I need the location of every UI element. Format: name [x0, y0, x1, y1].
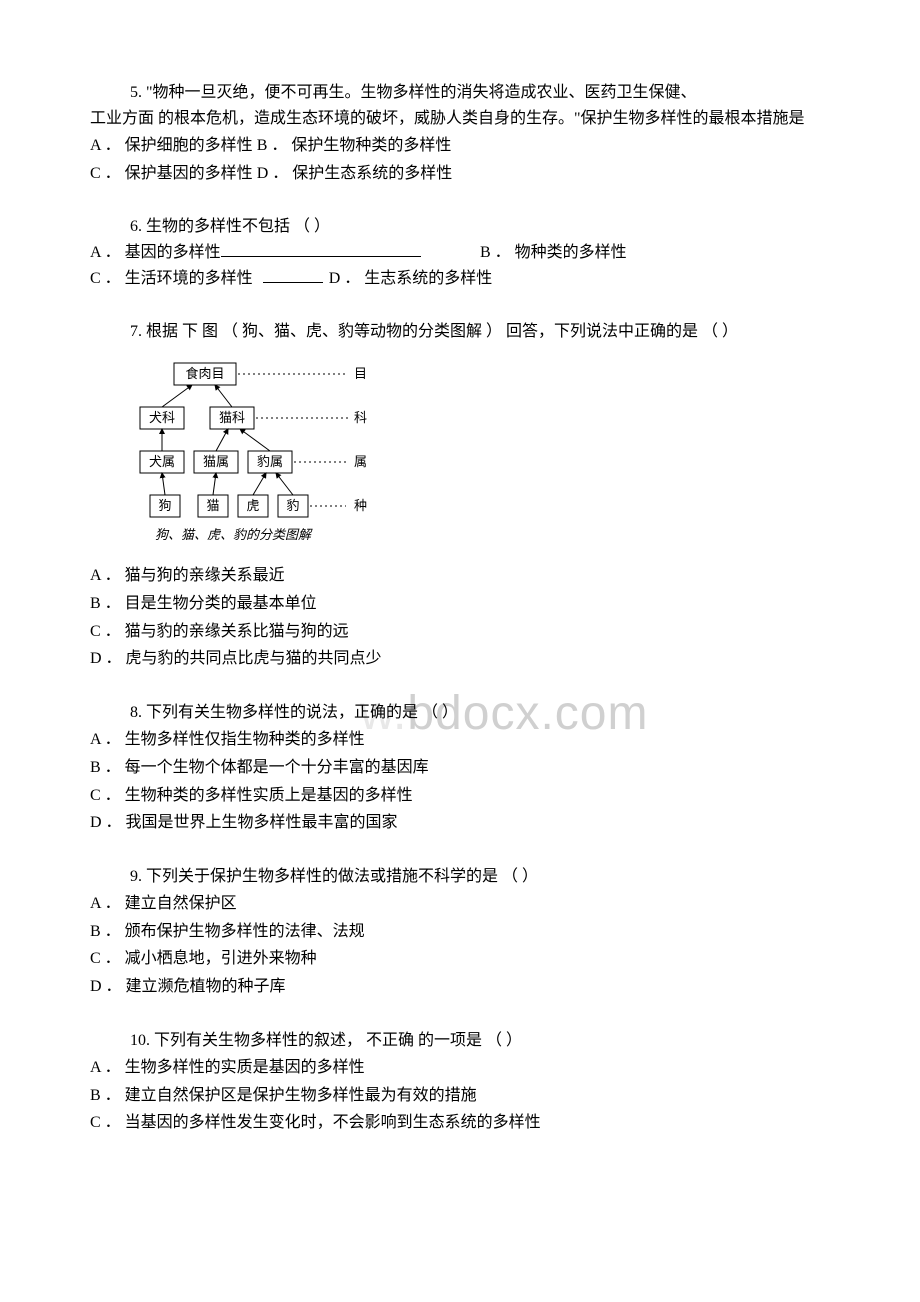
q8-option-c: C ． 生物种类的多样性实质上是基因的多样性	[90, 783, 830, 809]
q7-text: 7. 根据 下 图 （ 狗、猫、虎、豹等动物的分类图解 ） 回答，下列说法中正确…	[90, 319, 830, 345]
question-8: 8. 下列有关生物多样性的说法，正确的是 （ ） A ． 生物多样性仅指生物种类…	[90, 700, 830, 836]
diagram-caption: 狗、猫、虎、豹的分类图解	[155, 527, 313, 542]
q9-option-b: B ． 颁布保护生物多样性的法律、法规	[90, 919, 830, 945]
q5-text-line1: 5. "物种一旦灭绝，便不可再生。生物多样性的消失将造成农业、医药卫生保健、	[90, 80, 830, 106]
q6-underline-a	[221, 256, 421, 257]
diagram-order-label: 食肉目	[185, 366, 224, 381]
svg-text:狗: 狗	[158, 498, 171, 513]
q6-underline-c	[263, 282, 323, 283]
q10-text: 10. 下列有关生物多样性的叙述， 不正确 的一项是 （ ）	[90, 1028, 830, 1054]
q7-option-c: C ． 猫与豹的亲缘关系比猫与狗的远	[90, 619, 830, 645]
svg-text:犬科: 犬科	[149, 410, 175, 425]
q5-options-row2: C ． 保护基因的多样性 D ． 保护生态系统的多样性	[90, 161, 830, 187]
q6-option-d: D ． 生志系统的多样性	[329, 266, 493, 292]
q10-option-a: A ． 生物多样性的实质是基因的多样性	[90, 1055, 830, 1081]
q5-option-b: B ． 保护生物种类的多样性	[257, 137, 452, 154]
q5-options-row1: A ． 保护细胞的多样性 B ． 保护生物种类的多样性	[90, 133, 830, 159]
question-6: 6. 生物的多样性不包括 （ ） A ． 基因的多样性 B ． 物种类的多样性 …	[90, 214, 830, 291]
question-10: 10. 下列有关生物多样性的叙述， 不正确 的一项是 （ ） A ． 生物多样性…	[90, 1028, 830, 1136]
q8-option-d: D ． 我国是世界上生物多样性最丰富的国家	[90, 810, 830, 836]
svg-text:目: 目	[354, 366, 367, 381]
q9-option-a: A ． 建立自然保护区	[90, 891, 830, 917]
q5-option-c: C ． 保护基因的多样性	[90, 165, 253, 182]
q9-text: 9. 下列关于保护生物多样性的做法或措施不科学的是 （ ）	[90, 864, 830, 890]
q7-option-d: D ． 虎与豹的共同点比虎与猫的共同点少	[90, 646, 830, 672]
svg-text:猫: 猫	[206, 498, 219, 513]
question-5: 5. "物种一旦灭绝，便不可再生。生物多样性的消失将造成农业、医药卫生保健、 工…	[90, 80, 830, 186]
q7-option-a: A ． 猫与狗的亲缘关系最近	[90, 563, 830, 589]
q6-option-a: A ． 基因的多样性	[90, 240, 480, 266]
svg-text:种: 种	[354, 498, 367, 513]
q8-text: 8. 下列有关生物多样性的说法，正确的是 （ ）	[90, 700, 830, 726]
svg-text:科: 科	[354, 410, 367, 425]
q5-text-line2: 工业方面 的根本危机，造成生态环境的破坏，威胁人类自身的生存。"保护生物多样性的…	[90, 106, 830, 132]
q10-option-c: C ． 当基因的多样性发生变化时，不会影响到生态系统的多样性	[90, 1110, 830, 1136]
svg-text:豹: 豹	[286, 498, 299, 513]
q10-option-b: B ． 建立自然保护区是保护生物多样性最为有效的措施	[90, 1083, 830, 1109]
q9-option-c: C ． 减小栖息地，引进外来物种	[90, 946, 830, 972]
question-9: 9. 下列关于保护生物多样性的做法或措施不科学的是 （ ） A ． 建立自然保护…	[90, 864, 830, 1000]
q6-option-c: C ． 生活环境的多样性	[90, 266, 329, 292]
question-7: 7. 根据 下 图 （ 狗、猫、虎、豹等动物的分类图解 ） 回答，下列说法中正确…	[90, 319, 830, 672]
q8-option-a: A ． 生物多样性仅指生物种类的多样性	[90, 727, 830, 753]
q8-option-b: B ． 每一个生物个体都是一个十分丰富的基因库	[90, 755, 830, 781]
q7-option-b: B ． 目是生物分类的最基本单位	[90, 591, 830, 617]
q7-diagram: 食肉目 犬科 猫科 犬属 猫属 豹属 狗 猫 虎 豹	[120, 357, 830, 556]
q6-option-b: B ． 物种类的多样性	[480, 240, 830, 266]
q6-text: 6. 生物的多样性不包括 （ ）	[90, 214, 830, 240]
q9-option-d: D ． 建立濒危植物的种子库	[90, 974, 830, 1000]
svg-text:猫属: 猫属	[203, 454, 229, 469]
q5-option-d: D ． 保护生态系统的多样性	[257, 165, 453, 182]
svg-text:犬属: 犬属	[149, 454, 175, 469]
q6-option-a-text: A ． 基因的多样性	[90, 244, 221, 261]
q6-option-c-text: C ． 生活环境的多样性	[90, 270, 253, 287]
svg-text:虎: 虎	[246, 498, 259, 513]
q5-option-a: A ． 保护细胞的多样性	[90, 137, 253, 154]
svg-text:豹属: 豹属	[257, 454, 283, 469]
svg-text:属: 属	[354, 454, 367, 469]
svg-text:猫科: 猫科	[219, 410, 245, 425]
